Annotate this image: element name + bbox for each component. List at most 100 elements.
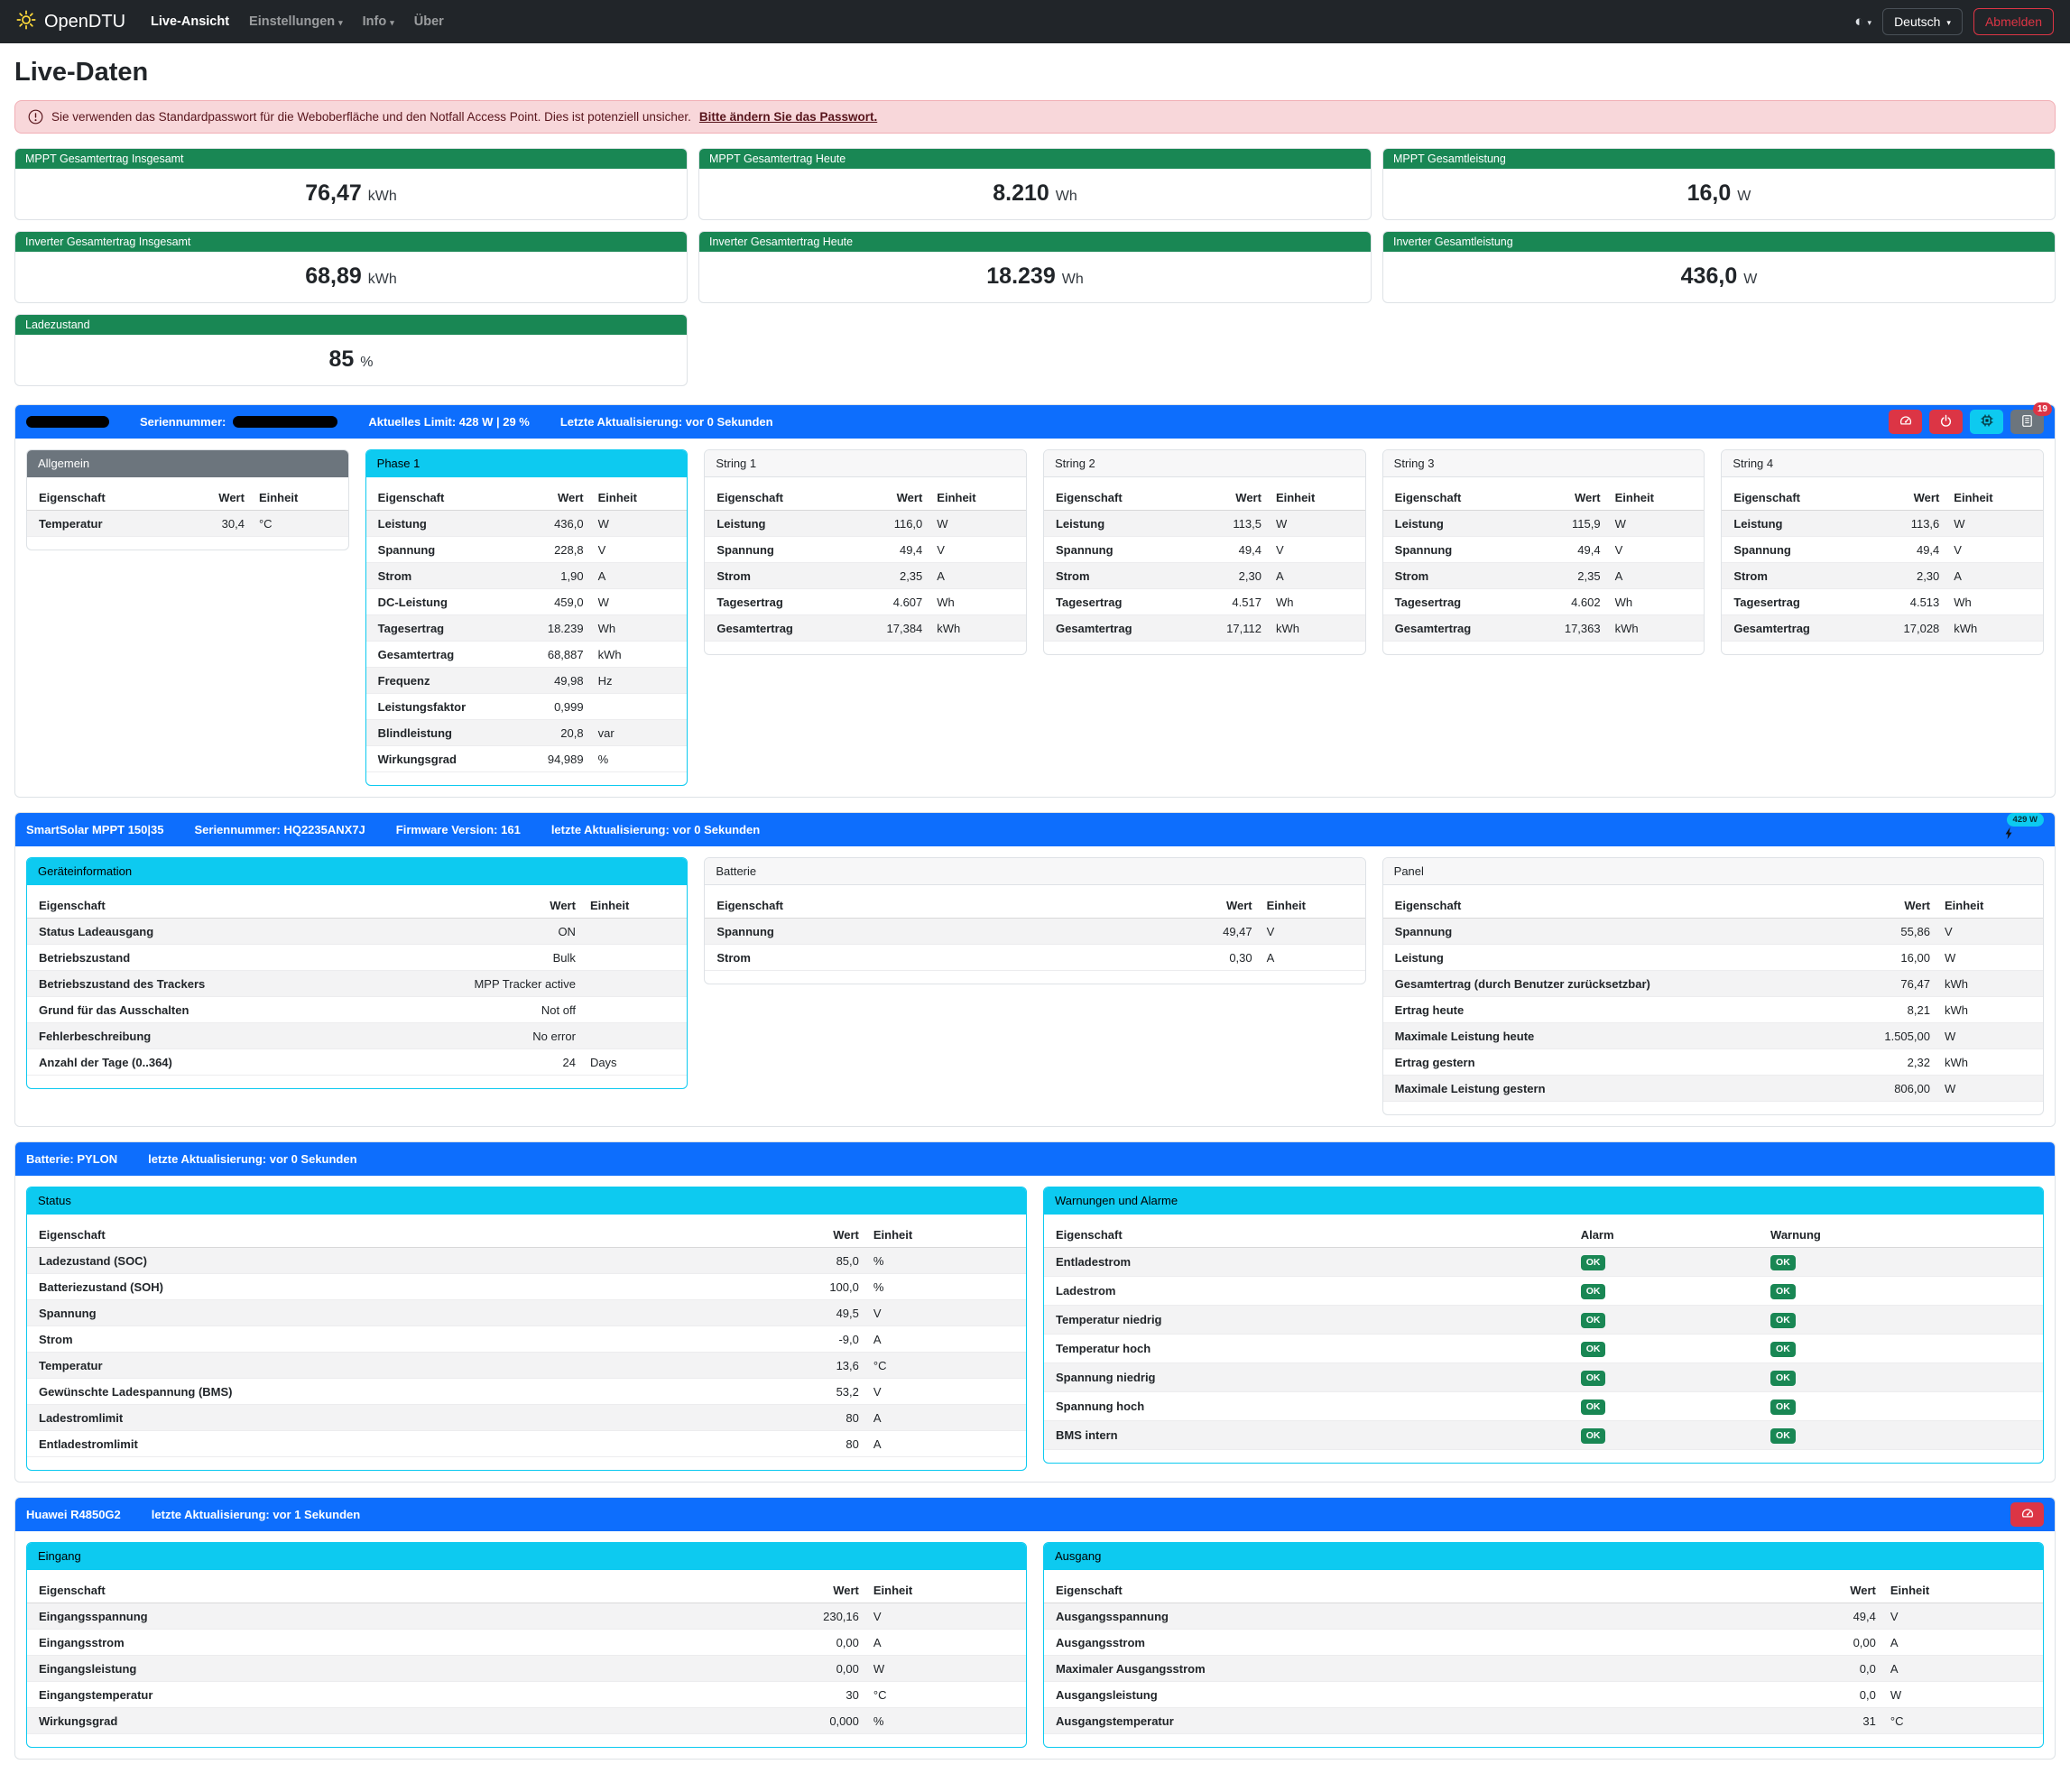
logout-button[interactable]: Abmelden <box>1973 8 2054 35</box>
table-row: Spannung niedrig OK OK <box>1044 1362 2043 1392</box>
table-row: Strom 2,35 A <box>1382 562 1705 589</box>
nav-item-live-ansicht[interactable]: Live-Ansicht <box>151 14 230 29</box>
table-row: Gesamtertrag 17,028 kWh <box>1722 614 2043 642</box>
table-row: Batteriezustand (SOH) 100,0 % <box>27 1274 1026 1300</box>
limit-settings-button[interactable] <box>1889 410 1922 434</box>
mppt-name: SmartSolar MPPT 150|35 <box>26 823 164 836</box>
alarm-status-badge: OK <box>1580 1313 1606 1328</box>
exclamation-circle-icon <box>28 109 43 125</box>
sun-icon <box>16 10 36 34</box>
stat-title: Inverter Gesamtleistung <box>1383 232 2055 252</box>
stat-card: MPPT Gesamtertrag Heute 8.210 Wh <box>698 148 1372 220</box>
alert-text: Sie verwenden das Standardpasswort für d… <box>51 110 691 124</box>
table-row: Spannung 49,47 V <box>705 918 1365 945</box>
table-row: Maximale Leistung heute 1.505,00 W <box>1382 1022 2043 1049</box>
stat-title: MPPT Gesamtleistung <box>1383 149 2055 169</box>
table-row: BMS intern OK OK <box>1044 1420 2043 1450</box>
table-row: Wirkungsgrad 94,989 % <box>365 746 688 772</box>
mppt-section-header: SmartSolar MPPT 150|35 Seriennummer: HQ2… <box>15 812 2055 846</box>
password-warning-alert: Sie verwenden das Standardpasswort für d… <box>14 100 2056 134</box>
nav-item-ueber[interactable]: Über <box>413 14 444 29</box>
stat-value: 16,0 <box>1686 180 1732 206</box>
table-row: Leistungsfaktor 0,999 <box>365 694 688 720</box>
card-warnings-alarms: Warnungen und Alarme Eigenschaft Alarm W… <box>1043 1187 2044 1464</box>
change-password-link[interactable]: Bitte ändern Sie das Passwort. <box>698 110 878 124</box>
alarm-status-badge: OK <box>1580 1428 1606 1444</box>
speedometer-icon <box>2020 1507 2035 1523</box>
event-log-button[interactable]: 19 <box>2010 402 2052 434</box>
card-title: Allgemein <box>27 450 348 477</box>
last-update: Letzte Aktualisierung: vor 0 Sekunden <box>559 415 773 429</box>
table-row: Gesamtertrag 17,363 kWh <box>1382 614 1705 642</box>
table-row: Blindleistung 20,8 var <box>365 719 688 746</box>
stat-unit: Wh <box>1055 189 1077 204</box>
brand-link[interactable]: OpenDTU <box>16 10 125 34</box>
card-allgemein: Allgemein Eigenschaft Wert Einheit Tempe… <box>26 449 349 550</box>
table-row: Strom -9,0 A <box>27 1326 1026 1353</box>
table-row: Leistung 113,5 W <box>1043 510 1365 537</box>
stat-value: 18.239 <box>986 263 1056 289</box>
power-button[interactable] <box>1929 410 1963 434</box>
stat-card: MPPT Gesamtertrag Insgesamt 76,47 kWh <box>14 148 688 220</box>
stat-title: Inverter Gesamtertrag Heute <box>699 232 1371 252</box>
page-title: Live-Daten <box>14 58 149 87</box>
table-row: Eingangsspannung 230,16 V <box>27 1603 1026 1630</box>
card-string-3: String 3 Eigenschaft Wert Einheit Leistu… <box>1382 449 1705 655</box>
card-eingang: Eingang Eigenschaft Wert Einheit Eingang… <box>26 1542 1027 1748</box>
table-row: Ausgangstemperatur 31 °C <box>1044 1707 2043 1734</box>
stat-title: Inverter Gesamtertrag Insgesamt <box>15 232 687 252</box>
card-title: String 1 <box>705 450 1026 477</box>
stat-value: 76,47 <box>305 180 362 206</box>
chevron-down-icon: ▾ <box>390 17 394 27</box>
stat-value: 68,89 <box>305 263 362 289</box>
charger-limit-button[interactable] <box>2010 1502 2044 1527</box>
inverter-name-redacted <box>26 416 109 428</box>
device-info-button[interactable] <box>1970 410 2003 434</box>
alarm-status-badge: OK <box>1580 1399 1606 1415</box>
table-row: Strom 2,30 A <box>1722 562 2043 589</box>
stat-unit: W <box>1737 189 1751 204</box>
theme-icon: ◐ <box>1854 13 1864 30</box>
charger-section-header: Huawei R4850G2 letzte Aktualisierung: vo… <box>15 1498 2055 1531</box>
table-row: Ertrag heute 8,21 kWh <box>1382 997 2043 1023</box>
cpu-icon <box>1980 413 1994 430</box>
table-row: Eingangsleistung 0,00 W <box>27 1655 1026 1682</box>
mppt-section: SmartSolar MPPT 150|35 Seriennummer: HQ2… <box>14 812 2056 1127</box>
navbar: OpenDTU Live-Ansicht Einstellungen ▾ Info… <box>0 0 2070 43</box>
table-row: Leistung 113,6 W <box>1722 510 2043 537</box>
mppt-power-indicator: 429 W <box>2001 812 2044 844</box>
table-row: Status Ladeausgang ON <box>27 918 688 945</box>
table-row: Ausgangsleistung 0,0 W <box>1044 1682 2043 1708</box>
battery-name: Batterie: PYLON <box>26 1152 118 1166</box>
table-row: Tagesertrag 4.513 Wh <box>1722 589 2043 615</box>
theme-toggle-button[interactable]: ◐ ▾ <box>1854 13 1871 31</box>
nav-item-einstellungen[interactable]: Einstellungen ▾ <box>249 14 343 29</box>
stat-value: 436,0 <box>1680 263 1738 289</box>
card-title: Geräteinformation <box>27 858 688 885</box>
table-row: Gesamtertrag (durch Benutzer zurücksetzb… <box>1382 970 2043 997</box>
table-row: Maximaler Ausgangsstrom 0,0 A <box>1044 1655 2043 1682</box>
language-selector[interactable]: Deutsch ▾ <box>1882 8 1963 35</box>
stat-value: 85 <box>328 346 355 372</box>
last-update: letzte Aktualisierung: vor 0 Sekunden <box>148 1152 357 1166</box>
card-string-1: String 1 Eigenschaft Wert Einheit Leistu… <box>704 449 1027 655</box>
card-title: String 3 <box>1382 450 1705 477</box>
inverter-section: Seriennummer: Aktuelles Limit: 428 W | 2… <box>14 402 2056 798</box>
table-row: Temperatur 30,4 °C <box>27 510 348 537</box>
table-row: Spannung 228,8 V <box>365 537 688 563</box>
stat-unit: kWh <box>367 189 397 204</box>
table-row: Entladestrom OK OK <box>1044 1247 2043 1277</box>
stat-unit: W <box>1743 272 1758 287</box>
stat-value: 8.210 <box>993 180 1049 206</box>
card-title: Batterie <box>705 858 1365 885</box>
event-count-badge: 19 <box>2032 402 2052 416</box>
battery-section: Batterie: PYLON letzte Aktualisierung: v… <box>14 1141 2056 1483</box>
alarm-status-badge: OK <box>1580 1284 1606 1299</box>
card-string-4: String 4 Eigenschaft Wert Einheit Leistu… <box>1721 449 2044 655</box>
stat-unit: kWh <box>367 272 397 287</box>
card-title: Status <box>27 1187 1026 1215</box>
card-phase1: Phase 1 Eigenschaft Wert Einheit Leistun… <box>365 449 688 786</box>
nav-item-info[interactable]: Info ▾ <box>362 14 394 29</box>
battery-section-header: Batterie: PYLON letzte Aktualisierung: v… <box>15 1142 2055 1176</box>
table-row: Gesamtertrag 68,887 kWh <box>365 642 688 668</box>
